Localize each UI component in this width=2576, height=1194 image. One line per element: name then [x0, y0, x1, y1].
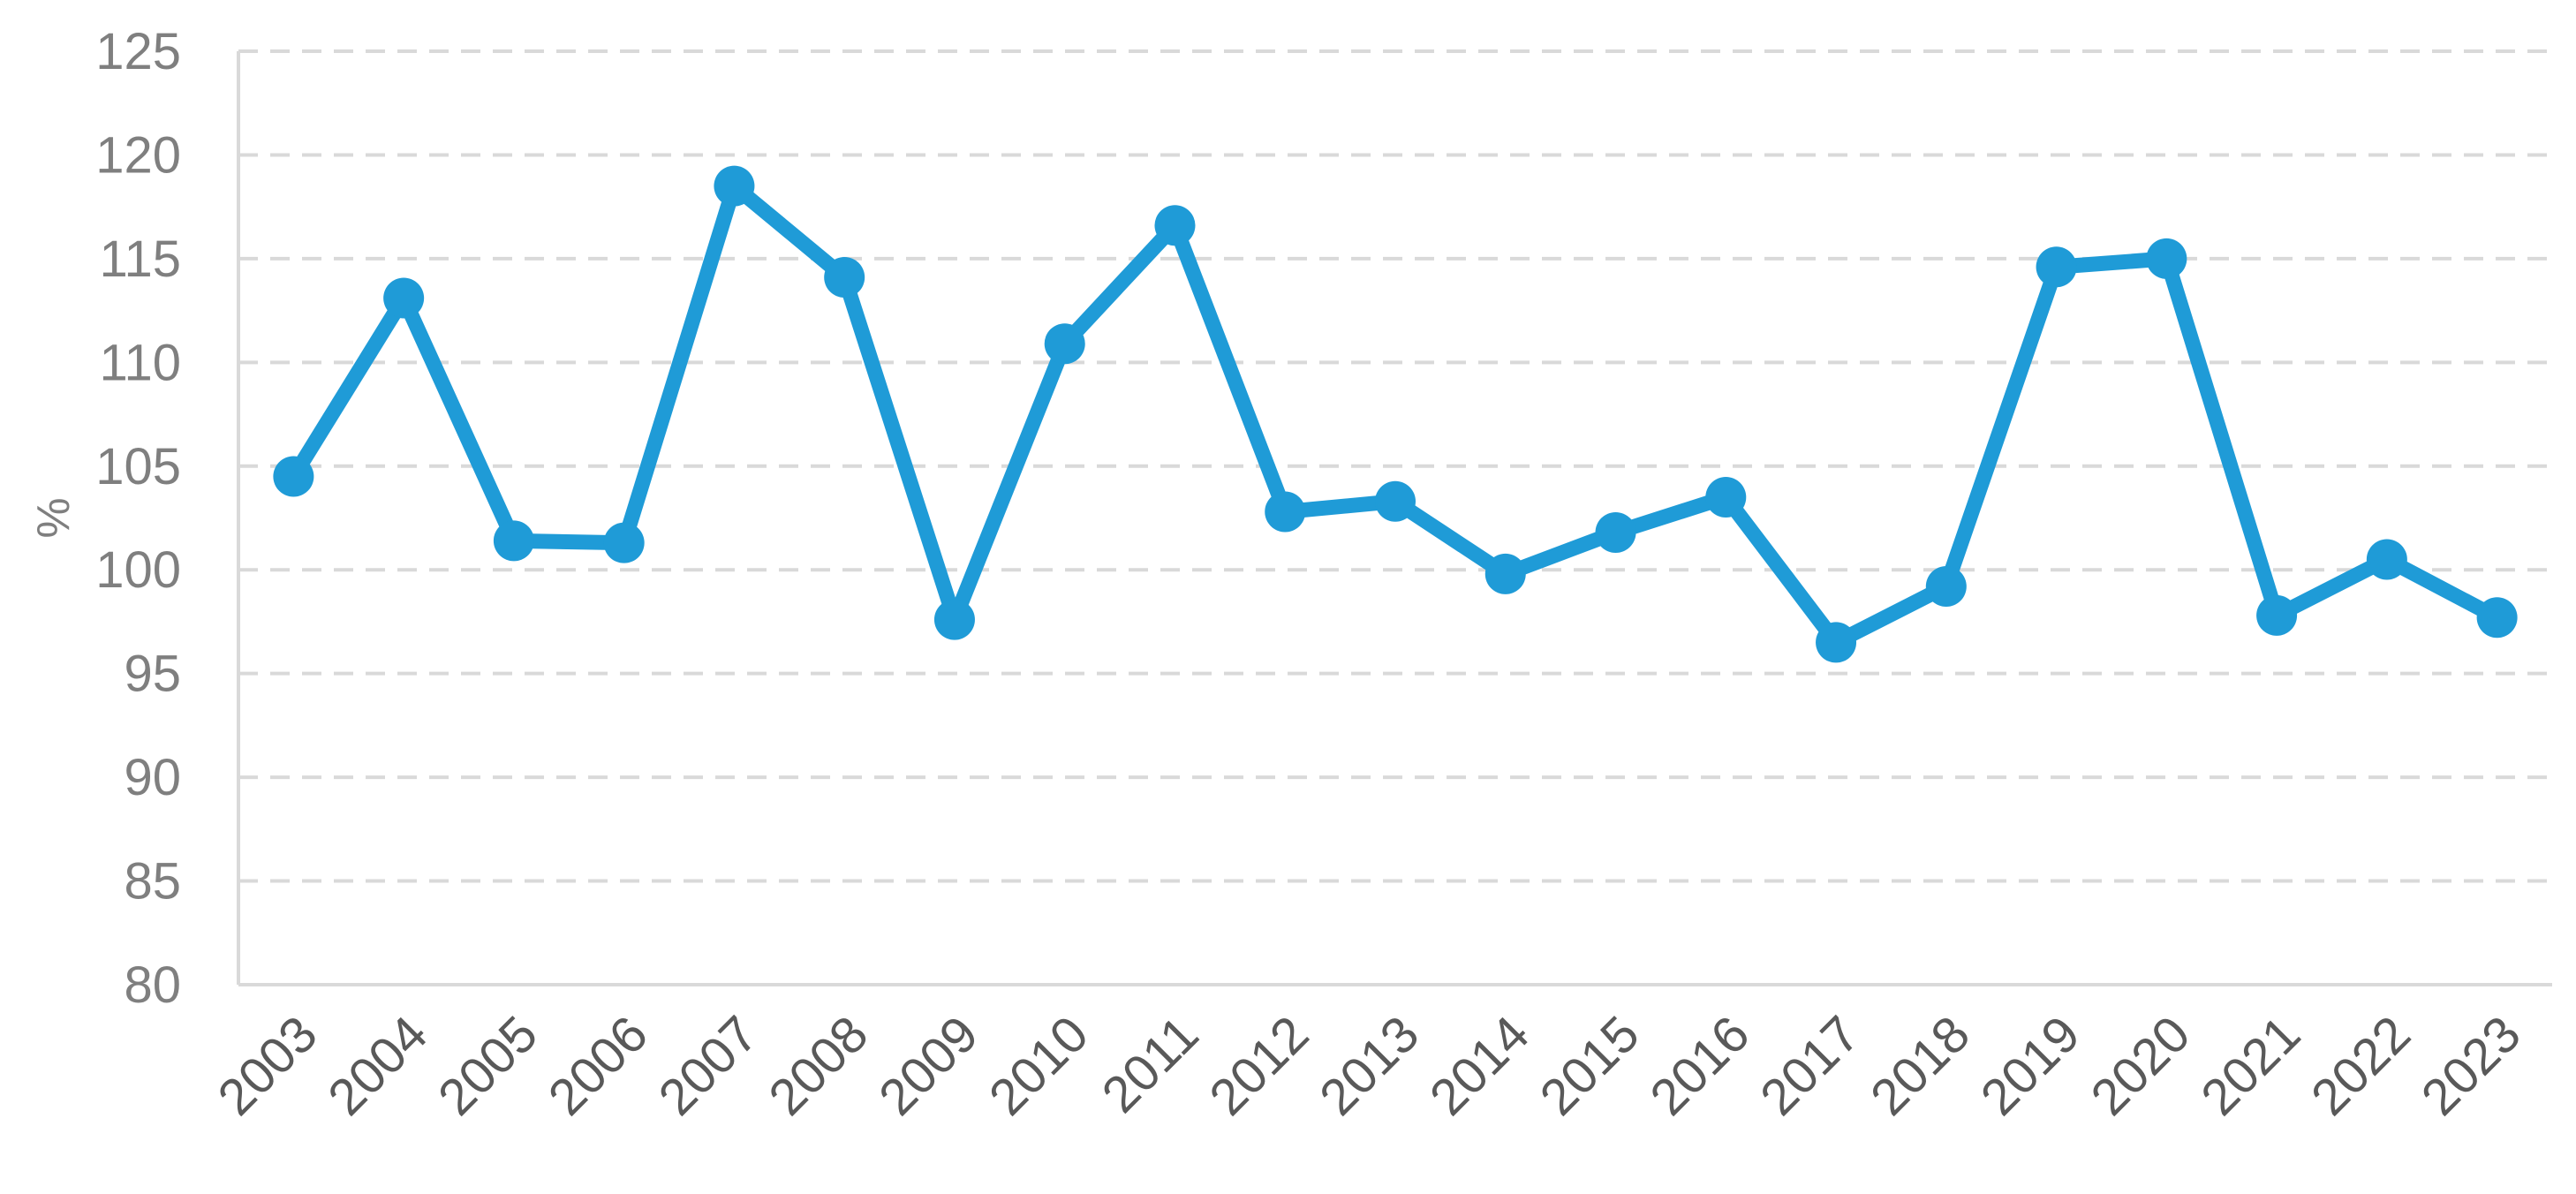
x-tick-label: 2004	[317, 1005, 438, 1126]
data-point	[2366, 539, 2407, 580]
data-point	[1044, 323, 1085, 365]
x-axis-ticks: 2003200420052006200720082009201020112012…	[207, 1005, 2531, 1126]
x-tick-label: 2023	[2411, 1005, 2532, 1126]
x-tick-label: 2013	[1309, 1005, 1430, 1126]
x-tick-label: 2006	[538, 1005, 659, 1126]
data-point	[2256, 594, 2298, 636]
data-point	[493, 520, 534, 562]
data-point	[1375, 480, 1416, 522]
x-tick-label: 2010	[978, 1005, 1099, 1126]
data-point	[1925, 566, 1967, 608]
y-tick-label: 110	[100, 334, 181, 391]
y-axis-ticks: 80 85 90 95 100 105 110 115 120 125	[95, 23, 181, 1014]
y-axis-label: %	[28, 497, 79, 538]
x-tick-label: 2007	[647, 1005, 768, 1126]
y-tick-label: 125	[95, 23, 181, 80]
data-point	[1154, 205, 1196, 246]
data-point	[383, 277, 425, 319]
data-point	[603, 522, 645, 563]
x-tick-label: 2008	[758, 1005, 879, 1126]
x-tick-label: 2014	[1419, 1005, 1540, 1126]
y-tick-label: 95	[124, 646, 181, 703]
x-tick-label: 2009	[868, 1005, 989, 1126]
data-point	[1705, 477, 1747, 518]
y-tick-label: 120	[95, 126, 181, 184]
y-tick-label: 85	[124, 853, 181, 911]
data-point	[1265, 491, 1306, 533]
x-tick-label: 2018	[1860, 1005, 1981, 1126]
data-point	[2036, 246, 2077, 288]
data-point	[824, 257, 865, 298]
data-point	[2146, 238, 2187, 279]
series	[273, 165, 2518, 663]
axes	[237, 51, 2552, 986]
y-tick-label: 80	[124, 956, 181, 1014]
x-tick-label: 2016	[1639, 1005, 1760, 1126]
data-point	[2476, 597, 2518, 639]
data-point	[714, 165, 755, 207]
data-point	[1595, 511, 1636, 553]
data-point	[1484, 553, 1526, 594]
data-point	[273, 456, 314, 497]
y-tick-label: 100	[95, 541, 181, 599]
x-tick-label: 2003	[207, 1005, 328, 1126]
x-tick-label: 2015	[1530, 1005, 1651, 1126]
data-point	[1816, 622, 1857, 663]
gridlines	[238, 49, 2552, 883]
x-tick-label: 2005	[427, 1005, 548, 1126]
x-tick-label: 2012	[1198, 1005, 1319, 1126]
x-tick-label: 2017	[1749, 1005, 1870, 1126]
x-tick-label: 2020	[2080, 1005, 2201, 1126]
x-tick-label: 2011	[1092, 1005, 1210, 1123]
y-tick-label: 115	[100, 230, 181, 288]
y-tick-label: 90	[124, 749, 181, 806]
x-tick-label: 2022	[2300, 1005, 2421, 1126]
x-tick-label: 2021	[2190, 1005, 2311, 1126]
y-tick-label: 105	[95, 438, 181, 495]
x-tick-label: 2019	[1970, 1005, 2091, 1126]
data-point	[933, 599, 975, 640]
